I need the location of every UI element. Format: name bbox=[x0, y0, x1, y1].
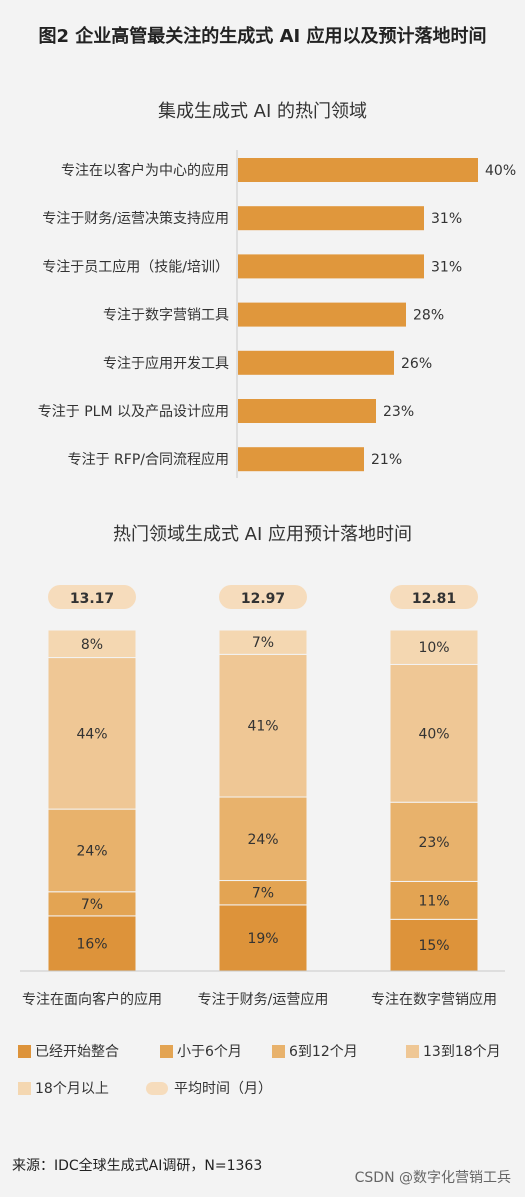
hbar-bar bbox=[238, 399, 376, 423]
segment-value-label: 7% bbox=[252, 635, 274, 651]
segment-value-label: 7% bbox=[252, 886, 274, 902]
hbar-category-label: 专注于 RFP/合同流程应用 bbox=[68, 451, 229, 468]
segment-value-label: 19% bbox=[247, 931, 278, 947]
figure-title: 图2 企业高管最关注的生成式 AI 应用以及预计落地时间 bbox=[38, 26, 487, 47]
segment-value-label: 24% bbox=[247, 832, 278, 848]
stack-segment bbox=[218, 629, 308, 655]
hbar-bar bbox=[238, 158, 478, 182]
stack-segment bbox=[218, 796, 308, 882]
average-pill bbox=[219, 585, 307, 609]
segment-value-label: 41% bbox=[247, 719, 278, 735]
legend-swatch-average bbox=[146, 1082, 168, 1095]
hbar-bar bbox=[238, 447, 364, 472]
stack-segment bbox=[218, 653, 308, 798]
hbar-category-label: 专注在以客户为中心的应用 bbox=[61, 162, 229, 179]
stack-segment bbox=[389, 801, 479, 882]
hbar-category-label: 专注于 PLM 以及产品设计应用 bbox=[38, 403, 229, 420]
average-pill bbox=[48, 585, 136, 609]
stack-segment bbox=[47, 657, 137, 810]
average-value: 13.17 bbox=[70, 591, 114, 607]
stacked-chart-title: 热门领域生成式 AI 应用预计落地时间 bbox=[112, 524, 413, 545]
hbar-bar bbox=[238, 350, 394, 375]
hbar-category-label: 专注于财务/运营决策支持应用 bbox=[42, 210, 229, 227]
segment-value-label: 7% bbox=[81, 897, 103, 913]
stack-segment bbox=[47, 629, 137, 659]
legend-swatch bbox=[160, 1045, 173, 1058]
segment-value-label: 8% bbox=[81, 637, 103, 653]
average-pill bbox=[390, 585, 478, 609]
stack-category-label: 专注于财务/运营应用 bbox=[198, 991, 329, 1008]
stack-segment bbox=[47, 808, 137, 893]
legend-label: 小于6个月 bbox=[177, 1044, 242, 1060]
legend-swatch bbox=[406, 1045, 419, 1058]
stack-category-label: 专注在面向客户的应用 bbox=[22, 991, 162, 1008]
segment-value-label: 10% bbox=[418, 640, 449, 656]
hbar-bar bbox=[238, 302, 406, 327]
hbar-chart-title: 集成生成式 AI 的热门领域 bbox=[157, 101, 368, 122]
segment-value-label: 16% bbox=[76, 936, 107, 952]
hbar-bar bbox=[238, 206, 424, 231]
hbar-value-label: 26% bbox=[401, 356, 432, 372]
hbar-value-label: 28% bbox=[413, 308, 444, 324]
hbar-value-label: 23% bbox=[383, 404, 414, 420]
legend-label: 6到12个月 bbox=[289, 1044, 358, 1060]
stack-segment bbox=[389, 880, 479, 920]
segment-value-label: 24% bbox=[76, 843, 107, 859]
legend-label: 18个月以上 bbox=[35, 1081, 109, 1097]
segment-value-label: 15% bbox=[418, 938, 449, 954]
segment-value-label: 44% bbox=[76, 726, 107, 742]
hbar-value-label: 21% bbox=[371, 452, 402, 468]
stack-segment bbox=[389, 629, 479, 665]
hbar-value-label: 31% bbox=[431, 259, 462, 275]
hbar-value-label: 40% bbox=[485, 163, 516, 179]
segment-value-label: 40% bbox=[418, 726, 449, 742]
hot-areas-bar-chart: 专注在以客户为中心的应用 40% 专注于财务/运营决策支持应用 31% 专注于员工应用（… bbox=[38, 150, 516, 478]
legend-swatch bbox=[18, 1082, 31, 1095]
watermark: CSDN @数字化营销工兵 bbox=[354, 1170, 511, 1186]
hbar-category-label: 专注于员工应用（技能/培训） bbox=[42, 258, 229, 275]
hbar-value-label: 31% bbox=[431, 211, 462, 227]
legend-label: 平均时间（月） bbox=[174, 1081, 272, 1097]
source-note: 来源：IDC全球生成式AI调研，N=1363 bbox=[12, 1158, 263, 1174]
legend-swatch bbox=[18, 1045, 31, 1058]
hbar-category-label: 专注于数字营销工具 bbox=[103, 308, 229, 324]
segment-value-label: 11% bbox=[418, 893, 449, 909]
hbar-category-label: 专注于应用开发工具 bbox=[103, 355, 229, 372]
legend-swatch bbox=[272, 1045, 285, 1058]
stack-segment bbox=[218, 904, 308, 972]
average-value: 12.97 bbox=[241, 591, 285, 607]
average-value: 12.81 bbox=[412, 591, 456, 607]
legend-label: 13到18个月 bbox=[423, 1044, 501, 1060]
stack-segment bbox=[389, 663, 479, 803]
hbar-bar bbox=[238, 254, 424, 279]
legend-label: 已经开始整合 bbox=[35, 1044, 119, 1060]
segment-value-label: 23% bbox=[418, 835, 449, 851]
stack-category-label: 专注在数字营销应用 bbox=[371, 991, 497, 1008]
